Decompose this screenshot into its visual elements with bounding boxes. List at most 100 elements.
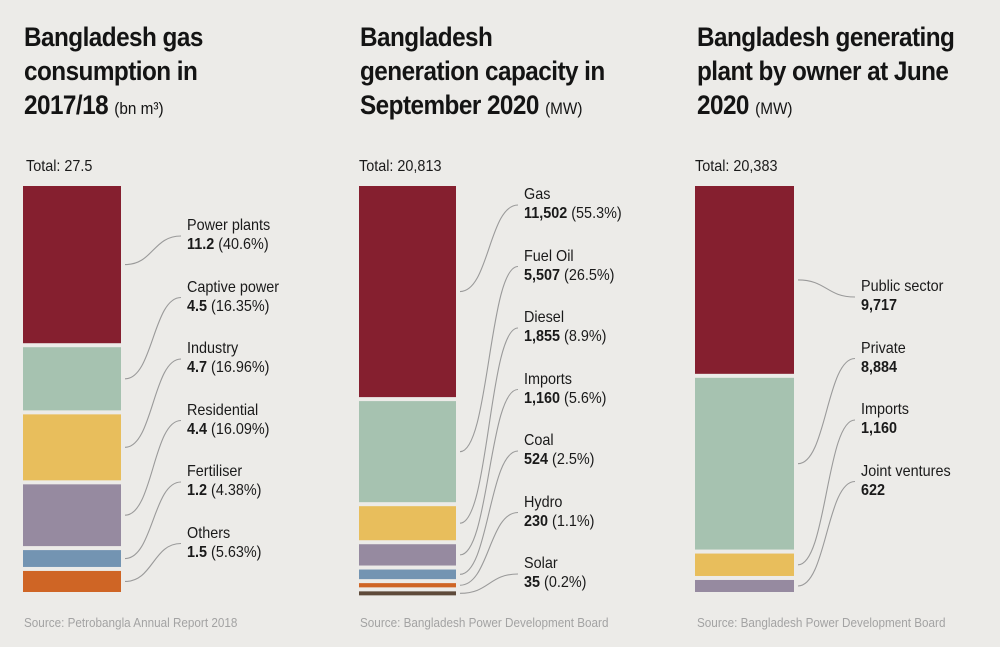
bar-segment-others xyxy=(23,570,121,592)
chart-title: Bangladesh generating plant by owner at … xyxy=(697,22,955,120)
chart-title: Bangladesh generation capacity in Septem… xyxy=(360,22,605,120)
percent-label: (5.6%) xyxy=(560,389,607,407)
value-label: 1,855 xyxy=(524,328,561,345)
segment-label: Power plants 11.2 (40.6%) xyxy=(187,216,270,254)
value-label: 1.5 xyxy=(187,543,208,561)
bar-segment-industry xyxy=(23,414,121,481)
category-name: Fertiliser xyxy=(187,463,243,480)
leader-line xyxy=(124,481,182,560)
category-name: Imports xyxy=(524,370,573,388)
leader-line xyxy=(459,573,519,594)
value-label: 622 xyxy=(861,481,886,499)
segment-label: Hydro 230 (1.1%) xyxy=(524,493,594,531)
bar-segment-imports xyxy=(359,544,456,566)
segment-label: Industry 4.7 (16.96%) xyxy=(187,339,269,377)
source-note: Source: Bangladesh Power Development Boa… xyxy=(360,615,609,630)
category-name: Residential xyxy=(187,401,259,419)
percent-label: (55.3%) xyxy=(567,205,622,222)
category-name: Diesel xyxy=(524,309,565,326)
category-name: Captive power xyxy=(187,278,280,296)
segment-label: Private 8,884 xyxy=(861,339,906,377)
percent-label: (16.96%) xyxy=(207,359,270,376)
source-note: Source: Petrobangla Annual Report 2018 xyxy=(24,615,238,630)
segment-label: Fertiliser 1.2 (4.38%) xyxy=(187,462,261,500)
leader-line xyxy=(459,450,519,575)
percent-label: (1.1%) xyxy=(548,512,595,530)
segment-label: Gas 11,502 (55.3%) xyxy=(524,185,622,223)
chart-title: Bangladesh gas consumption in 2017/18 (b… xyxy=(24,22,203,120)
unit-label: (MW) xyxy=(755,99,793,118)
percent-label: (0.2%) xyxy=(540,574,587,591)
bar-segment-residential xyxy=(23,484,121,547)
value-label: 11.2 xyxy=(187,236,215,253)
category-name: Fuel Oil xyxy=(524,247,574,265)
leader-line xyxy=(124,235,182,266)
value-label: 35 xyxy=(524,574,541,591)
leader-line xyxy=(124,419,182,516)
bar-segment-fuel-oil xyxy=(359,401,456,503)
bar-segment-captive-power xyxy=(23,347,121,411)
bar-segment-public-sector xyxy=(695,186,794,374)
leader-line xyxy=(459,265,519,453)
percent-label: (4.38%) xyxy=(207,482,262,499)
bar-segment-gas xyxy=(359,186,456,398)
total-label: Total: 20,383 xyxy=(695,158,778,175)
total-label: Total: 20,813 xyxy=(359,158,442,175)
segment-label: Residential 4.4 (16.09%) xyxy=(187,401,269,439)
segment-label: Diesel 1,855 (8.9%) xyxy=(524,308,606,346)
bar-segment-fertiliser xyxy=(23,550,121,567)
leader-line xyxy=(124,296,182,380)
bar-segment-solar xyxy=(359,591,456,596)
leader-line xyxy=(797,419,856,566)
category-name: Others xyxy=(187,524,231,542)
bar-segment-imports xyxy=(695,553,794,576)
category-name: Industry xyxy=(187,340,239,357)
bar-segment-coal xyxy=(359,569,456,580)
category-name: Hydro xyxy=(524,493,563,511)
percent-label: (16.09%) xyxy=(207,420,270,438)
segment-label: Others 1.5 (5.63%) xyxy=(187,524,261,562)
category-name: Imports xyxy=(861,401,910,418)
segment-label: Imports 1,160 xyxy=(861,400,909,438)
leader-line xyxy=(797,357,856,465)
segment-label: Fuel Oil 5,507 (26.5%) xyxy=(524,247,614,285)
category-name: Joint ventures xyxy=(861,462,951,480)
unit-label: (MW) xyxy=(545,99,583,118)
percent-label: (5.63%) xyxy=(207,543,262,561)
value-label: 1.2 xyxy=(187,482,208,499)
category-name: Private xyxy=(861,339,906,357)
value-label: 8,884 xyxy=(861,358,898,376)
value-label: 1,160 xyxy=(524,389,561,407)
leader-line xyxy=(124,358,182,448)
value-label: 4.4 xyxy=(187,420,208,438)
category-name: Gas xyxy=(524,186,551,203)
leader-line xyxy=(459,511,519,586)
segment-label: Captive power 4.5 (16.35%) xyxy=(187,278,279,316)
leader-line xyxy=(459,204,519,293)
value-label: 4.5 xyxy=(187,297,208,315)
percent-label: (40.6%) xyxy=(214,236,269,253)
unit-label: (bn m³) xyxy=(114,99,164,118)
segment-label: Solar 35 (0.2%) xyxy=(524,554,586,592)
value-label: 1,160 xyxy=(861,420,898,437)
category-name: Public sector xyxy=(861,278,944,295)
leader-line xyxy=(124,542,182,583)
leader-line xyxy=(797,480,856,587)
bar-segment-diesel xyxy=(359,506,456,541)
total-label: Total: 27.5 xyxy=(26,158,93,175)
category-name: Coal xyxy=(524,432,554,449)
bar-segment-hydro xyxy=(359,583,456,588)
value-label: 5,507 xyxy=(524,266,561,284)
percent-label: (16.35%) xyxy=(207,297,270,315)
segment-label: Public sector 9,717 xyxy=(861,277,943,315)
bar-segment-joint-ventures xyxy=(695,579,794,592)
source-note: Source: Bangladesh Power Development Boa… xyxy=(697,615,946,630)
leader-line xyxy=(459,327,519,524)
percent-label: (2.5%) xyxy=(548,451,595,468)
percent-label: (26.5%) xyxy=(560,266,615,284)
value-label: 230 xyxy=(524,512,549,530)
segment-label: Joint ventures 622 xyxy=(861,462,951,500)
category-name: Solar xyxy=(524,555,558,572)
